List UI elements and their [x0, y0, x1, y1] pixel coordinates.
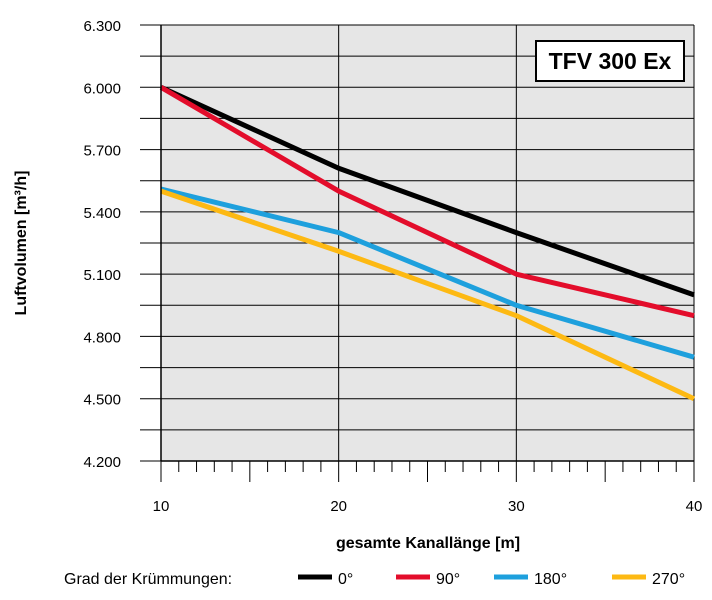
chart-badge: TFV 300 Ex: [535, 40, 685, 82]
x-tick-label: 10: [153, 498, 170, 515]
series-line: [160, 186, 695, 360]
x-tick-label: 20: [330, 498, 347, 515]
x-axis-title: gesamte Kanallänge [m]: [336, 535, 520, 552]
y-tick-labels: 4.200 4.500 4.800 5.100 5.400 5.700 6.000 6.300: [83, 18, 121, 471]
x-tick-label: 30: [508, 498, 525, 515]
y-tick-label: 4.200: [83, 454, 121, 471]
y-axis-title: Luftvolumen [m³/h]: [13, 171, 30, 316]
legend-title: Grad der Krümmungen:: [64, 571, 232, 588]
series-line: [159, 85, 695, 298]
legend: 0° 90° 180° 270°: [298, 571, 685, 588]
chart-badge-text: TFV 300 Ex: [549, 48, 672, 74]
x-tick-label: 40: [686, 498, 703, 515]
legend-label: 90°: [436, 571, 460, 588]
y-tick-label: 4.500: [83, 392, 121, 409]
y-tick-label: 5.400: [83, 205, 121, 222]
y-tick-label: 4.800: [83, 329, 121, 346]
y-tick-label: 6.000: [83, 80, 121, 97]
legend-label: 180°: [534, 571, 567, 588]
y-tick-label: 6.300: [83, 18, 121, 35]
legend-label: 0°: [338, 571, 353, 588]
y-tick-label: 5.700: [83, 143, 121, 160]
series-lines: [159, 85, 696, 401]
x-minor-ticks: [178, 461, 677, 482]
legend-label: 270°: [652, 571, 685, 588]
y-tick-label: 5.100: [83, 267, 121, 284]
axes: [160, 25, 694, 462]
series-line: [160, 188, 696, 401]
x-tick-labels: 10 20 30 40: [153, 498, 703, 515]
series-line: [159, 85, 695, 319]
horizontal-gridlines: [140, 24, 694, 462]
